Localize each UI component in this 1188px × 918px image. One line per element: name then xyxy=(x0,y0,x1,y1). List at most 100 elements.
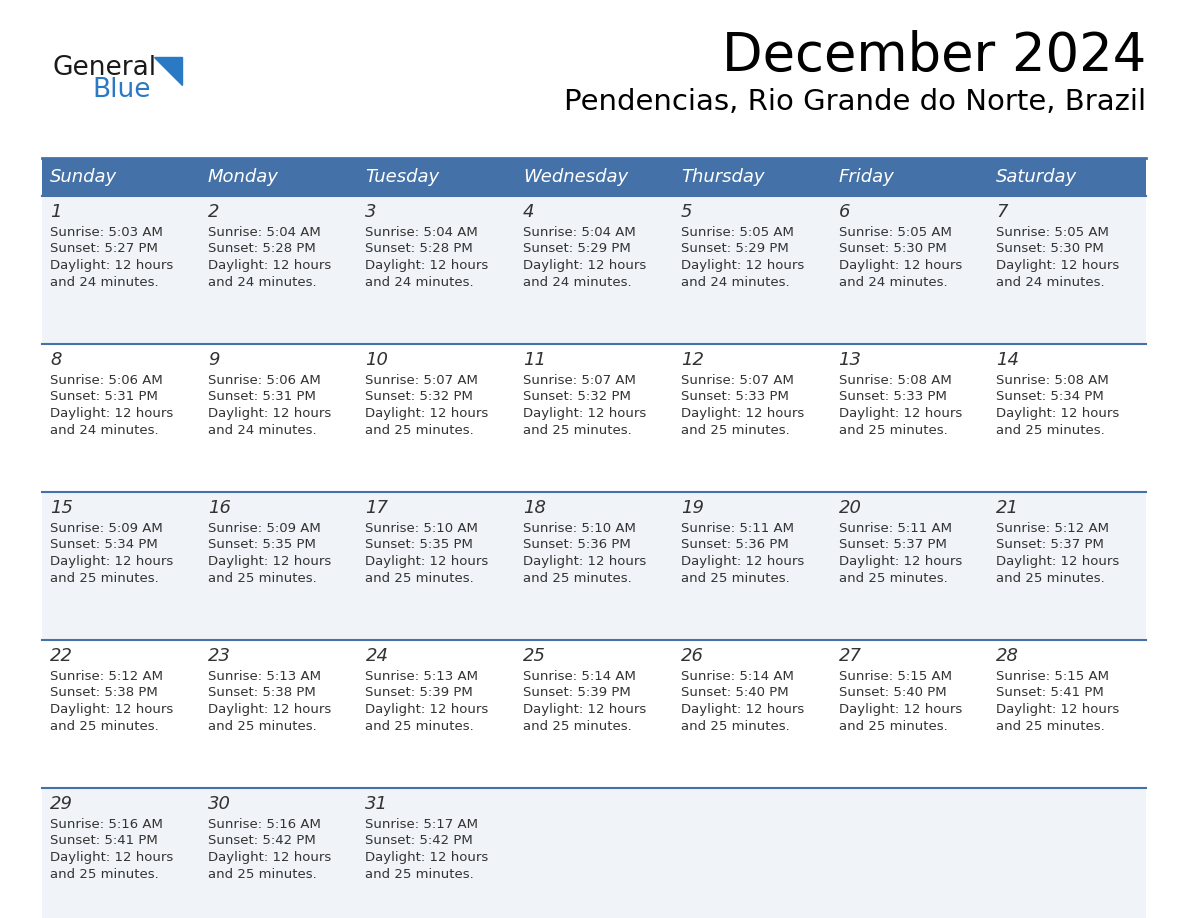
Text: Sunset: 5:35 PM: Sunset: 5:35 PM xyxy=(366,539,473,552)
Text: Daylight: 12 hours: Daylight: 12 hours xyxy=(839,407,962,420)
Text: Sunset: 5:39 PM: Sunset: 5:39 PM xyxy=(366,687,473,700)
Bar xyxy=(42,640,1146,788)
Bar xyxy=(988,158,1146,196)
Text: and 25 minutes.: and 25 minutes. xyxy=(208,720,316,733)
Text: Sunset: 5:32 PM: Sunset: 5:32 PM xyxy=(366,390,473,404)
Text: Sunset: 5:34 PM: Sunset: 5:34 PM xyxy=(50,539,158,552)
Text: Wednesday: Wednesday xyxy=(523,168,628,186)
Text: Daylight: 12 hours: Daylight: 12 hours xyxy=(997,555,1119,568)
Text: and 24 minutes.: and 24 minutes. xyxy=(523,275,632,288)
Bar xyxy=(42,344,1146,492)
Text: Daylight: 12 hours: Daylight: 12 hours xyxy=(523,555,646,568)
Text: Daylight: 12 hours: Daylight: 12 hours xyxy=(839,555,962,568)
Text: and 24 minutes.: and 24 minutes. xyxy=(839,275,947,288)
Text: Daylight: 12 hours: Daylight: 12 hours xyxy=(523,259,646,272)
Text: December 2024: December 2024 xyxy=(722,30,1146,82)
Text: Sunset: 5:31 PM: Sunset: 5:31 PM xyxy=(208,390,316,404)
Text: Sunday: Sunday xyxy=(50,168,118,186)
Text: Sunrise: 5:06 AM: Sunrise: 5:06 AM xyxy=(50,374,163,387)
Text: 6: 6 xyxy=(839,203,851,221)
Text: Daylight: 12 hours: Daylight: 12 hours xyxy=(523,407,646,420)
Text: 12: 12 xyxy=(681,351,703,369)
Text: and 25 minutes.: and 25 minutes. xyxy=(366,720,474,733)
Bar xyxy=(516,158,672,196)
Bar xyxy=(42,158,200,196)
Text: Sunset: 5:35 PM: Sunset: 5:35 PM xyxy=(208,539,316,552)
Text: Sunset: 5:32 PM: Sunset: 5:32 PM xyxy=(523,390,631,404)
Text: and 24 minutes.: and 24 minutes. xyxy=(208,423,316,436)
Text: Sunset: 5:28 PM: Sunset: 5:28 PM xyxy=(366,242,473,255)
Text: General: General xyxy=(52,55,156,81)
Text: Sunrise: 5:14 AM: Sunrise: 5:14 AM xyxy=(523,670,636,683)
Text: Daylight: 12 hours: Daylight: 12 hours xyxy=(366,851,488,864)
Text: Friday: Friday xyxy=(839,168,895,186)
Text: Sunset: 5:30 PM: Sunset: 5:30 PM xyxy=(997,242,1104,255)
Text: and 25 minutes.: and 25 minutes. xyxy=(50,868,159,880)
Text: Sunrise: 5:09 AM: Sunrise: 5:09 AM xyxy=(208,522,321,535)
Text: 21: 21 xyxy=(997,499,1019,517)
Text: 26: 26 xyxy=(681,647,703,665)
Text: Sunrise: 5:12 AM: Sunrise: 5:12 AM xyxy=(997,522,1110,535)
Text: 18: 18 xyxy=(523,499,546,517)
Text: Sunrise: 5:08 AM: Sunrise: 5:08 AM xyxy=(839,374,952,387)
Text: Sunset: 5:38 PM: Sunset: 5:38 PM xyxy=(208,687,316,700)
Text: Sunrise: 5:11 AM: Sunrise: 5:11 AM xyxy=(681,522,794,535)
Text: 9: 9 xyxy=(208,351,220,369)
Text: and 25 minutes.: and 25 minutes. xyxy=(523,720,632,733)
Text: Sunset: 5:39 PM: Sunset: 5:39 PM xyxy=(523,687,631,700)
Text: Sunset: 5:33 PM: Sunset: 5:33 PM xyxy=(839,390,947,404)
Text: Sunrise: 5:07 AM: Sunrise: 5:07 AM xyxy=(366,374,479,387)
Text: 8: 8 xyxy=(50,351,62,369)
Text: and 25 minutes.: and 25 minutes. xyxy=(839,572,947,585)
Bar xyxy=(672,158,830,196)
Text: 31: 31 xyxy=(366,795,388,813)
Text: Sunrise: 5:17 AM: Sunrise: 5:17 AM xyxy=(366,818,479,831)
Text: 1: 1 xyxy=(50,203,62,221)
Text: Sunset: 5:36 PM: Sunset: 5:36 PM xyxy=(681,539,789,552)
Text: 11: 11 xyxy=(523,351,546,369)
Text: Sunrise: 5:16 AM: Sunrise: 5:16 AM xyxy=(50,818,163,831)
Text: 25: 25 xyxy=(523,647,546,665)
Text: Sunrise: 5:15 AM: Sunrise: 5:15 AM xyxy=(997,670,1110,683)
Text: Sunset: 5:40 PM: Sunset: 5:40 PM xyxy=(681,687,789,700)
Polygon shape xyxy=(154,57,182,85)
Text: 17: 17 xyxy=(366,499,388,517)
Text: Daylight: 12 hours: Daylight: 12 hours xyxy=(50,259,173,272)
Text: Daylight: 12 hours: Daylight: 12 hours xyxy=(366,703,488,716)
Text: 15: 15 xyxy=(50,499,72,517)
Text: Sunrise: 5:07 AM: Sunrise: 5:07 AM xyxy=(523,374,636,387)
Text: Pendencias, Rio Grande do Norte, Brazil: Pendencias, Rio Grande do Norte, Brazil xyxy=(564,88,1146,116)
Text: Sunrise: 5:16 AM: Sunrise: 5:16 AM xyxy=(208,818,321,831)
Text: Sunrise: 5:10 AM: Sunrise: 5:10 AM xyxy=(523,522,636,535)
Text: Daylight: 12 hours: Daylight: 12 hours xyxy=(839,259,962,272)
Text: Sunrise: 5:10 AM: Sunrise: 5:10 AM xyxy=(366,522,479,535)
Text: Sunset: 5:42 PM: Sunset: 5:42 PM xyxy=(366,834,473,847)
Text: 23: 23 xyxy=(208,647,230,665)
Text: Sunset: 5:31 PM: Sunset: 5:31 PM xyxy=(50,390,158,404)
Text: Daylight: 12 hours: Daylight: 12 hours xyxy=(208,703,331,716)
Text: Sunrise: 5:13 AM: Sunrise: 5:13 AM xyxy=(208,670,321,683)
Text: Sunset: 5:37 PM: Sunset: 5:37 PM xyxy=(839,539,947,552)
Text: 5: 5 xyxy=(681,203,693,221)
Text: Daylight: 12 hours: Daylight: 12 hours xyxy=(839,703,962,716)
Text: 30: 30 xyxy=(208,795,230,813)
Text: and 24 minutes.: and 24 minutes. xyxy=(366,275,474,288)
Text: 3: 3 xyxy=(366,203,377,221)
Text: and 25 minutes.: and 25 minutes. xyxy=(523,423,632,436)
Text: Sunset: 5:29 PM: Sunset: 5:29 PM xyxy=(681,242,789,255)
Text: Sunrise: 5:11 AM: Sunrise: 5:11 AM xyxy=(839,522,952,535)
Bar xyxy=(358,158,516,196)
Text: Sunrise: 5:05 AM: Sunrise: 5:05 AM xyxy=(681,226,794,239)
Text: Sunset: 5:27 PM: Sunset: 5:27 PM xyxy=(50,242,158,255)
Text: Daylight: 12 hours: Daylight: 12 hours xyxy=(50,555,173,568)
Text: Sunrise: 5:13 AM: Sunrise: 5:13 AM xyxy=(366,670,479,683)
Text: Sunset: 5:38 PM: Sunset: 5:38 PM xyxy=(50,687,158,700)
Text: 20: 20 xyxy=(839,499,861,517)
Text: and 25 minutes.: and 25 minutes. xyxy=(366,572,474,585)
Text: Daylight: 12 hours: Daylight: 12 hours xyxy=(681,703,804,716)
Text: and 25 minutes.: and 25 minutes. xyxy=(366,868,474,880)
Text: Thursday: Thursday xyxy=(681,168,764,186)
Text: Saturday: Saturday xyxy=(997,168,1078,186)
Text: and 25 minutes.: and 25 minutes. xyxy=(839,720,947,733)
Text: Sunrise: 5:06 AM: Sunrise: 5:06 AM xyxy=(208,374,321,387)
